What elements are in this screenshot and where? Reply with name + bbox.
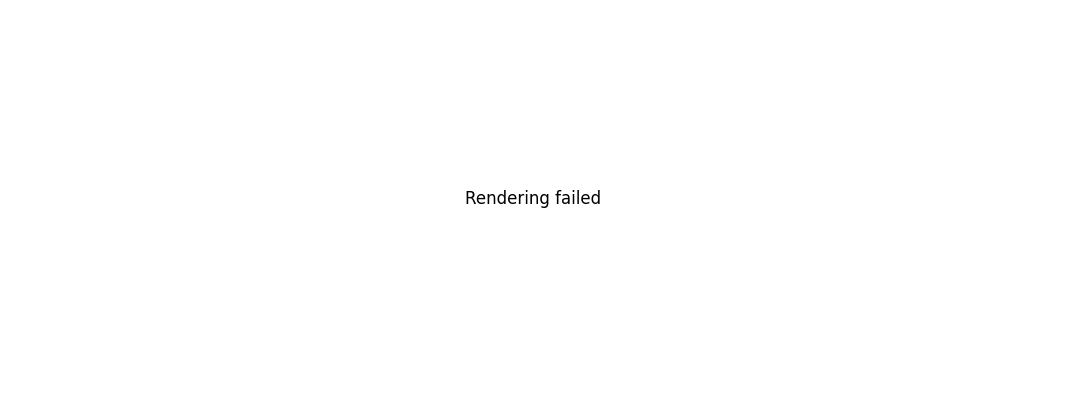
Text: Rendering failed: Rendering failed	[465, 190, 601, 208]
